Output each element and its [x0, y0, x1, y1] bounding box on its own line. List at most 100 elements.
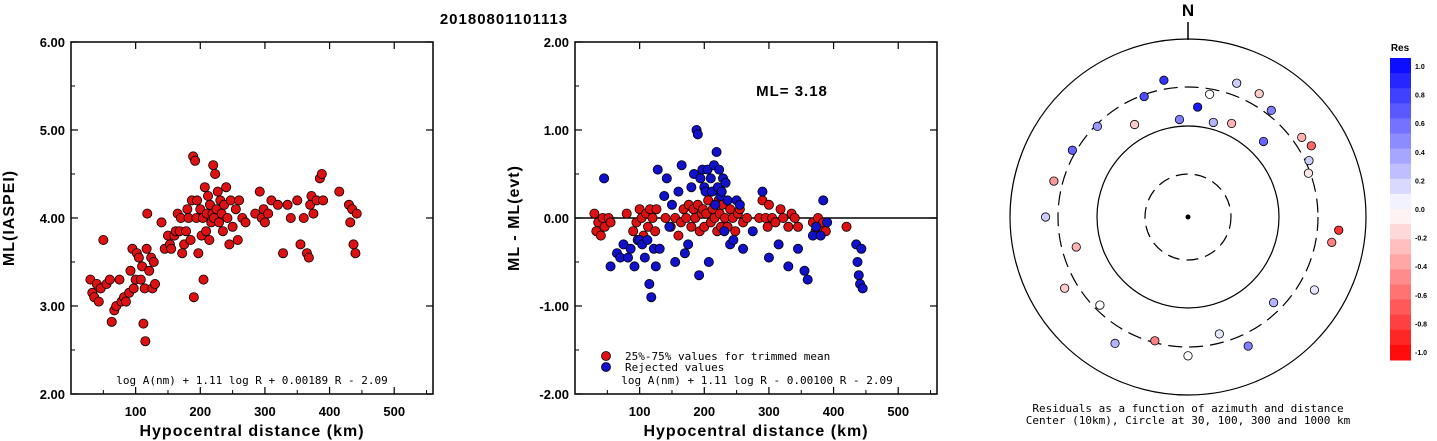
data-point — [763, 199, 774, 210]
data-point — [141, 243, 152, 254]
data-point — [351, 208, 362, 219]
data-point — [177, 248, 188, 259]
data-point — [719, 226, 730, 237]
legend: 25%-75% values for trimmed mean Rejected… — [601, 350, 830, 374]
station-marker — [1067, 145, 1077, 155]
panel-ml-iaspei: 100 200 300 400 500 2.00 3.00 4.00 5.00 6.00 ML(I… — [1, 35, 434, 440]
colorbar-block — [1390, 209, 1411, 225]
data-point — [676, 160, 687, 171]
station-marker — [1130, 119, 1140, 130]
data-point — [208, 160, 219, 171]
data-point — [308, 208, 319, 219]
x-tick-label: 100 — [629, 404, 651, 419]
station-marker — [1174, 114, 1185, 125]
data-point — [818, 195, 829, 206]
station-residuals — [1041, 75, 1344, 361]
data-point — [763, 252, 774, 263]
data-point — [856, 243, 867, 254]
data-point — [643, 221, 654, 232]
data-point — [686, 221, 697, 232]
formula-2: log A(nm) + 1.11 log R - 0.00100 R - 2.0… — [621, 374, 893, 387]
x-tick-label: 500 — [383, 404, 405, 419]
station-marker — [1306, 141, 1316, 151]
axis-ticks-1: 100 200 300 400 500 2.00 3.00 4.00 5.00 6.00 — [40, 35, 433, 419]
colorbar-block — [1390, 254, 1411, 270]
data-point — [144, 265, 155, 276]
data-point — [629, 261, 640, 272]
station-marker — [1139, 91, 1149, 102]
y-tick-label: 0.00 — [544, 211, 569, 226]
data-point — [730, 226, 741, 237]
y-tick-label: -1.00 — [539, 299, 569, 314]
data-point — [734, 199, 745, 210]
station-marker — [1334, 225, 1344, 235]
colorbar-block — [1390, 299, 1411, 316]
data-point — [199, 182, 210, 193]
colorbar-labels: 1.0 0.8 0.6 0.4 0.2 0.0 -0.2 -0.4 -0.6 -0.8 -1.0 — [1415, 64, 1427, 357]
data-point — [642, 234, 653, 245]
x-tick-label: 200 — [693, 404, 715, 419]
data-point — [670, 256, 681, 267]
data-point — [789, 212, 800, 223]
formula-1: log A(nm) + 1.11 log R + 0.00189 R - 2.0… — [116, 374, 388, 387]
y-tick-label: 6.00 — [40, 35, 65, 50]
colorbar-block — [1390, 88, 1411, 104]
data-point — [285, 212, 296, 223]
y-axis-label-2: ML - ML(evt) — [506, 165, 523, 271]
data-point — [722, 195, 733, 206]
data-point — [295, 239, 306, 250]
legend-marker-rejected — [601, 362, 611, 372]
station-marker — [1205, 89, 1215, 99]
data-point — [599, 173, 610, 184]
data-point — [292, 195, 303, 206]
station-marker — [1258, 136, 1269, 147]
data-point — [673, 230, 684, 241]
data-point — [681, 212, 692, 223]
colorbar-block — [1390, 73, 1411, 89]
data-point — [815, 230, 826, 241]
colorbar-blocks — [1390, 58, 1411, 361]
data-point — [166, 243, 177, 254]
data-point — [841, 221, 852, 232]
data-point — [710, 199, 721, 210]
x-tick-label: 400 — [319, 404, 341, 419]
data-point — [618, 239, 629, 250]
data-point — [762, 221, 773, 232]
polar-caption-line-2: Center (10km), Circle at 30, 100, 300 an… — [1026, 414, 1351, 427]
data-point — [778, 212, 789, 223]
station-marker — [1309, 285, 1320, 295]
data-point — [106, 316, 117, 327]
legend-marker-trimmed — [601, 351, 611, 361]
y-tick-label: 2.00 — [40, 387, 65, 402]
data-point — [757, 186, 768, 197]
data-point — [210, 168, 221, 179]
station-marker — [1303, 168, 1314, 178]
colorbar-block — [1390, 284, 1411, 301]
data-point — [714, 164, 725, 175]
data-point — [822, 217, 833, 228]
data-point — [741, 212, 752, 223]
data-point — [114, 274, 125, 285]
station-marker — [1095, 300, 1105, 310]
colorbar-block — [1390, 103, 1411, 119]
station-marker — [1041, 212, 1051, 222]
data-point — [660, 212, 671, 223]
data-point — [240, 217, 251, 228]
data-point — [222, 212, 233, 223]
station-marker — [1208, 117, 1218, 128]
data-points-2 — [589, 125, 868, 303]
data-point — [156, 217, 167, 228]
data-point — [664, 221, 675, 232]
colorbar-block — [1390, 224, 1411, 240]
data-point — [135, 274, 146, 285]
data-point — [203, 190, 214, 201]
data-point — [190, 155, 201, 166]
colorbar-tick-label: -0.6 — [1415, 293, 1427, 300]
data-point — [775, 204, 786, 215]
colorbar-tick-label: -0.2 — [1415, 236, 1427, 243]
data-point — [720, 177, 731, 188]
data-point — [692, 129, 703, 140]
colorbar-block — [1390, 239, 1411, 255]
data-point — [263, 208, 274, 219]
colorbar: Res 1.0 0.8 0.6 0.4 0.2 0.0 -0.2 -0.4 -0.6 -0.8 -1… — [1390, 43, 1427, 361]
